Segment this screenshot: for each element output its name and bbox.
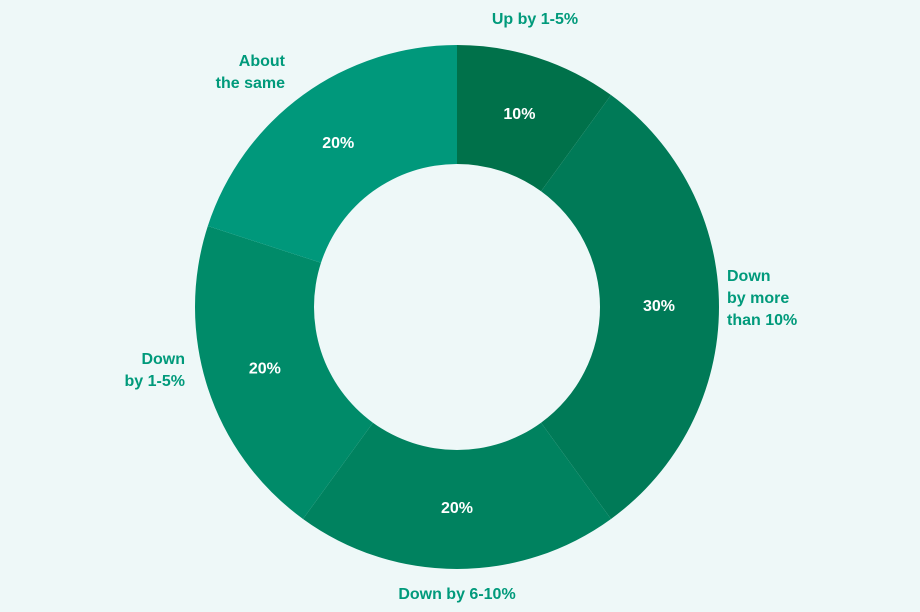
value-label: 30%	[643, 298, 675, 315]
donut-slice	[303, 422, 611, 569]
value-label: 20%	[441, 500, 473, 517]
donut-slice	[541, 95, 720, 519]
donut-slice	[457, 45, 611, 192]
value-label: 20%	[249, 361, 281, 378]
category-label: Up by 1-5%	[492, 11, 578, 28]
category-label: Down by 6-10%	[398, 586, 515, 603]
donut-slice	[195, 226, 373, 519]
value-label: 10%	[503, 106, 535, 123]
donut-slice	[207, 45, 457, 263]
value-label: 20%	[322, 135, 354, 152]
category-label: Down by more than 10%	[727, 268, 797, 329]
category-label: About the same	[216, 53, 286, 92]
category-label: Down by 1-5%	[125, 351, 185, 390]
